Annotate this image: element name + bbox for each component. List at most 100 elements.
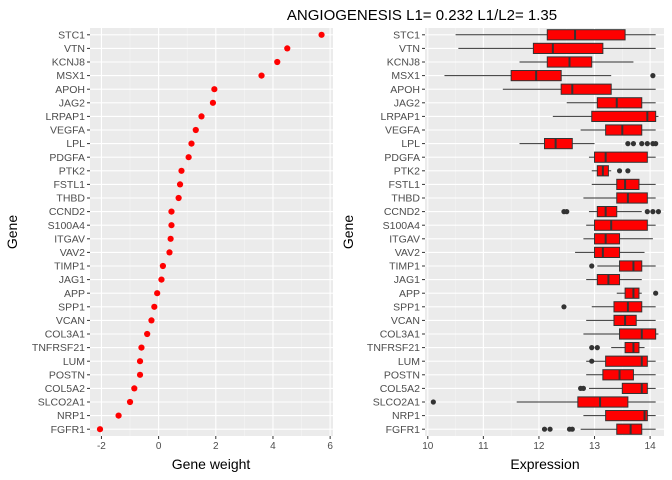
y-tick-label: VTN: [399, 43, 420, 55]
outlier-point: [561, 304, 567, 310]
y-tick-label: LUM: [63, 356, 85, 368]
y-tick-label: VCAN: [56, 315, 85, 327]
y-tick-label: KCNJ8: [52, 57, 85, 69]
y-tick-label: S100A4: [383, 220, 421, 232]
y-tick-label: NRP1: [57, 410, 85, 422]
outlier-point: [564, 209, 570, 215]
y-tick-label: LUM: [398, 356, 420, 368]
outlier-point: [430, 399, 436, 405]
data-point: [318, 31, 325, 38]
y-tick-label: THBD: [391, 193, 420, 205]
outlier-point: [541, 426, 548, 432]
y-tick-label: JAG2: [394, 97, 420, 109]
x-tick-label: 4: [270, 441, 276, 452]
y-tick-label: ITGAV: [389, 233, 420, 245]
data-point: [198, 113, 205, 120]
boxplot-app: [616, 287, 659, 299]
boxplot-postn: [586, 369, 656, 381]
data-point: [185, 154, 192, 161]
outlier-point: [625, 168, 631, 174]
data-point: [188, 140, 195, 147]
boxplot-jag1: [586, 274, 642, 286]
y-tick-label: VCAN: [391, 315, 420, 327]
y-tick-label: TNFRSF21: [32, 342, 85, 354]
box: [594, 219, 648, 231]
data-point: [136, 358, 144, 365]
y-tick-label: FGFR1: [386, 424, 421, 436]
y-tick-label: LPL: [401, 138, 420, 150]
outlier-point: [644, 141, 650, 147]
y-tick-label: CCND2: [49, 206, 85, 218]
box: [544, 138, 573, 150]
y-tick-label: NRP1: [392, 410, 420, 422]
data-point: [168, 208, 175, 215]
box: [624, 342, 640, 354]
boxplot-col5a2: [578, 382, 656, 394]
outlier-point: [653, 141, 659, 147]
y-tick-label: SLCO2A1: [373, 397, 420, 409]
data-point: [284, 45, 291, 52]
outlier-point: [650, 73, 656, 79]
box: [616, 178, 640, 191]
y-tick-label: LPL: [66, 138, 85, 150]
weight-points: [96, 31, 325, 433]
y-tick-label: PDGFA: [384, 152, 420, 164]
box: [602, 369, 634, 381]
x-tick-label: -2: [97, 441, 106, 452]
outlier-point: [655, 209, 662, 215]
boxplot-spp1: [561, 301, 656, 313]
box: [594, 246, 621, 259]
box: [605, 124, 643, 136]
box: [596, 97, 643, 109]
y-tick-label: LRPAP1: [381, 111, 421, 123]
y-tick-label: FSTL1: [53, 179, 85, 191]
x-tick-label: 0: [156, 441, 162, 452]
box: [591, 110, 657, 123]
boxplot-tnfrsf21: [589, 342, 645, 354]
outlier-point: [639, 141, 645, 147]
outlier-point: [589, 345, 595, 351]
weight-x-axis-label: Gene weight: [172, 456, 251, 472]
expression-x-axis-label: Expression: [510, 456, 579, 472]
box: [605, 355, 648, 367]
boxplot-vcan: [586, 314, 656, 326]
data-point: [158, 276, 165, 283]
y-tick-label: VAV2: [395, 247, 420, 259]
expression-boxes: [430, 29, 662, 435]
expression-panel-background: [425, 28, 664, 436]
boxplot-lum: [586, 355, 656, 367]
data-point: [192, 126, 199, 134]
box: [532, 42, 604, 54]
y-tick-label: PTK2: [59, 165, 85, 177]
outlier-point: [547, 426, 553, 432]
boxplot-s100a4: [586, 219, 656, 231]
data-point: [126, 398, 134, 406]
weight-panel-background: [90, 28, 333, 436]
y-tick-label: ITGAV: [54, 233, 85, 245]
box: [616, 192, 648, 204]
y-tick-label: FGFR1: [51, 424, 86, 436]
data-point: [274, 58, 281, 66]
boxplot-jag2: [566, 97, 656, 109]
data-point: [136, 371, 144, 378]
y-tick-label: COL5A2: [45, 383, 85, 395]
y-tick-label: POSTN: [384, 369, 420, 381]
x-tick-label: 2: [213, 441, 219, 452]
boxplot-col3a1: [583, 328, 659, 340]
y-tick-label: LRPAP1: [46, 111, 86, 123]
weight-gridlines: [90, 28, 333, 436]
data-point: [168, 222, 175, 229]
y-tick-label: APOH: [390, 84, 420, 96]
y-tick-label: VEGFA: [50, 125, 85, 137]
y-tick-label: JAG1: [59, 274, 85, 286]
y-tick-label: CCND2: [384, 206, 420, 218]
data-point: [175, 194, 182, 202]
data-point: [159, 262, 166, 270]
expression-y-axis-label: Gene: [340, 215, 356, 249]
boxplot-fgfr1: [541, 423, 656, 435]
y-tick-label: MSX1: [391, 70, 420, 82]
outlier-point: [569, 426, 575, 432]
